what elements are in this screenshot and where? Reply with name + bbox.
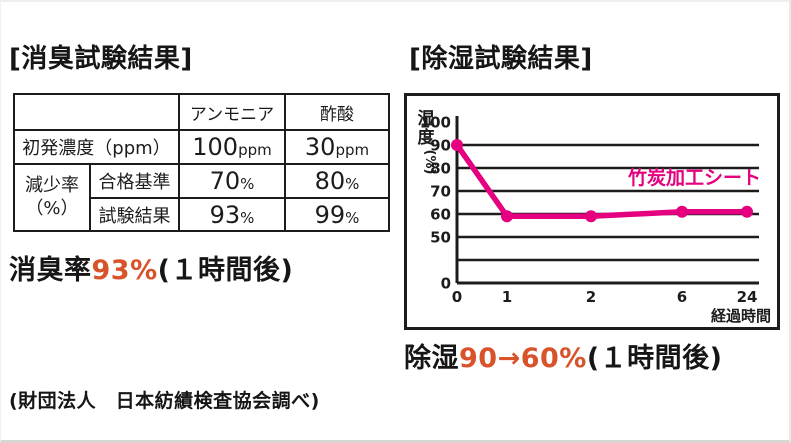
result-highlight: 90→60% bbox=[459, 343, 587, 374]
data-point bbox=[451, 139, 463, 151]
value-unit: ppm bbox=[238, 141, 272, 159]
value-unit: % bbox=[240, 208, 255, 227]
dehumidification-section-title: [除湿試験結果] bbox=[409, 44, 593, 74]
source-note: (財団法人 日本紡績検査協会調べ) bbox=[9, 390, 320, 412]
value-number: 30 bbox=[304, 133, 336, 161]
row-group-label-reduction-rate: 減少率 （%） bbox=[13, 163, 91, 232]
cell-result-acetic: 99% bbox=[284, 197, 390, 232]
result-prefix: 除湿 bbox=[404, 343, 459, 374]
value-number: 80 bbox=[314, 167, 346, 195]
humidity-chart: 100 90 80 70 60 50 0 湿度 (%) 0 1 2 6 24 経過時間 竹炭加工シート bbox=[404, 93, 780, 330]
data-point bbox=[501, 210, 513, 223]
deodorization-results-table: アンモニア 酢酸 初発濃度（ppm） 100ppm 30ppm 減少率 （%） … bbox=[13, 93, 390, 232]
value-unit: % bbox=[240, 175, 255, 193]
col-header-ammonia: アンモニア bbox=[178, 93, 286, 131]
col-header-acetic-acid: 酢酸 bbox=[284, 93, 390, 131]
data-point bbox=[741, 205, 753, 218]
row-label-test-result: 試験結果 bbox=[89, 197, 180, 232]
y-tick-label: 80 bbox=[430, 160, 451, 178]
y-axis-unit: (%) bbox=[422, 150, 437, 175]
group-label-line1: 減少率 bbox=[25, 175, 79, 196]
x-tick-label: 6 bbox=[677, 288, 687, 306]
cell-result-ammonia: 93% bbox=[178, 197, 286, 232]
x-tick-label: 2 bbox=[586, 288, 596, 306]
y-tick-label: 60 bbox=[430, 206, 451, 224]
result-highlight: 93% bbox=[91, 255, 158, 286]
value-number: 100 bbox=[192, 133, 239, 161]
value-number: 93 bbox=[209, 200, 241, 229]
y-tick-label: 0 bbox=[441, 275, 451, 293]
data-point bbox=[676, 205, 688, 218]
deodorization-result-text: 消臭率93%(１時間後) bbox=[9, 248, 293, 287]
y-tick-label: 50 bbox=[430, 229, 451, 247]
cell-initial-acetic: 30ppm bbox=[284, 129, 390, 165]
cell-initial-ammonia: 100ppm bbox=[178, 129, 286, 165]
result-suffix: (１時間後) bbox=[586, 343, 723, 374]
x-axis-title: 経過時間 bbox=[711, 307, 771, 325]
value-number: 99 bbox=[314, 200, 346, 229]
y-tick-label: 70 bbox=[430, 183, 451, 201]
y-tick-label: 100 bbox=[420, 114, 451, 132]
x-tick-label: 1 bbox=[502, 288, 512, 306]
result-prefix: 消臭率 bbox=[9, 255, 92, 286]
y-tick-label: 90 bbox=[430, 137, 451, 155]
legend-label: 竹炭加工シート bbox=[627, 166, 761, 189]
data-point bbox=[585, 210, 597, 223]
result-suffix: (１時間後) bbox=[157, 255, 294, 286]
row-label-pass-standard: 合格基準 bbox=[89, 163, 180, 199]
cell-standard-ammonia: 70% bbox=[178, 163, 286, 199]
value-unit: ppm bbox=[335, 141, 370, 159]
y-axis-title-char: 湿 bbox=[418, 109, 435, 129]
row-label-initial-concentration: 初発濃度（ppm） bbox=[13, 129, 180, 165]
group-label-line2: （%） bbox=[25, 197, 79, 219]
value-unit: % bbox=[345, 175, 360, 193]
y-axis-title-char: 度 bbox=[418, 127, 436, 148]
table-corner-cell bbox=[13, 93, 180, 131]
dehumidification-result-text: 除湿90→60%(１時間後) bbox=[404, 336, 723, 375]
cell-standard-acetic: 80% bbox=[284, 163, 390, 199]
x-tick-label: 24 bbox=[737, 288, 758, 306]
value-unit: % bbox=[345, 208, 360, 227]
x-tick-label: 0 bbox=[452, 288, 462, 306]
value-number: 70 bbox=[209, 167, 241, 195]
deodorization-section-title: [消臭試験結果] bbox=[9, 44, 193, 74]
